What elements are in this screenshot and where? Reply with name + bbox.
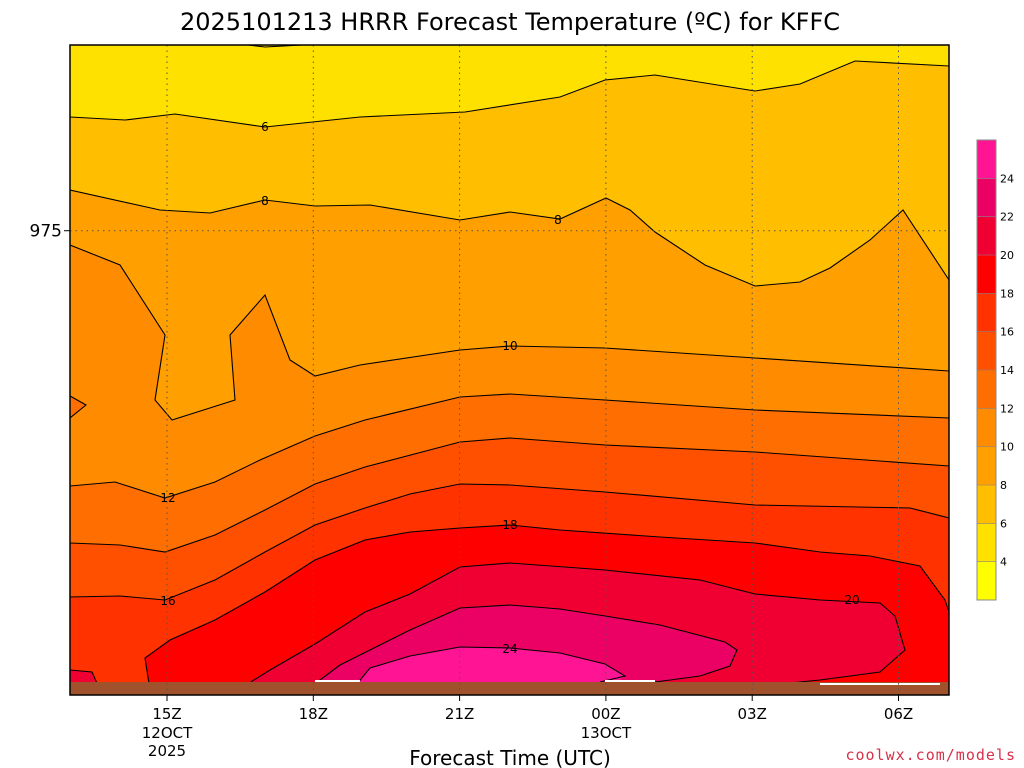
- colorbar-swatch-3: [977, 446, 996, 486]
- contour-label-20: 20: [844, 593, 859, 607]
- colorbar-swatch-11: [977, 140, 996, 179]
- colorbar-swatch-2: [977, 485, 996, 524]
- plot-area: [70, 45, 949, 695]
- colorbar-swatch-8: [977, 255, 996, 294]
- colorbar-swatch-9: [977, 216, 996, 256]
- x-tick-label-00Z: 00Z: [591, 705, 620, 723]
- contour-label-18: 18: [502, 518, 517, 532]
- colorbar-label-4: 4: [1000, 556, 1007, 569]
- colorbar-swatch-10: [977, 178, 996, 218]
- contour-label-8b: 8: [554, 213, 562, 227]
- ground-highlights: [315, 680, 940, 685]
- x-tick-sublabel-3-0: 13OCT: [581, 724, 632, 742]
- chart-title: 2025101213 HRRR Forecast Temperature (ºC…: [180, 8, 840, 36]
- colorbar-swatch-0: [977, 561, 996, 601]
- colorbar-label-16: 16: [1000, 326, 1014, 339]
- colorbar-label-6: 6: [1000, 517, 1007, 530]
- contour-line-6: [70, 60, 949, 128]
- colorbar-swatch-1: [977, 523, 996, 563]
- x-tick-sublabel-0-1: 2025: [148, 742, 186, 760]
- contour-label-6: 6: [261, 120, 269, 134]
- colorbar-label-10: 10: [1000, 441, 1014, 454]
- colorbar-label-14: 14: [1000, 364, 1014, 377]
- contour-label-24: 24: [502, 642, 517, 656]
- colorbar-label-18: 18: [1000, 287, 1014, 300]
- x-tick-label-18Z: 18Z: [299, 705, 328, 723]
- contour-label-16: 16: [160, 594, 175, 608]
- colorbar-swatch-7: [977, 293, 996, 333]
- colorbar-swatch-5: [977, 370, 996, 409]
- colorbar-swatch-6: [977, 331, 996, 371]
- x-tick-label-03Z: 03Z: [738, 705, 767, 723]
- contour-line-16: [70, 483, 949, 601]
- x-axis-title: Forecast Time (UTC): [409, 746, 611, 768]
- colorbar-label-22: 22: [1000, 211, 1014, 224]
- y-tick-label-975: 975: [30, 222, 62, 242]
- x-tick-sublabel-0-0: 12OCT: [142, 724, 193, 742]
- colorbar-label-8: 8: [1000, 479, 1007, 492]
- y-axis: 700725750775800825850875900925950975: [30, 222, 70, 242]
- contour-label-group: 6 8 8 10 12 16 18 20 24: [160, 120, 859, 656]
- contour-line-22: [299, 604, 738, 695]
- colorbar-label-20: 20: [1000, 249, 1014, 262]
- colorbar-swatch-4: [977, 408, 996, 448]
- plot-frame: [69, 44, 950, 696]
- contour-label-8: 8: [261, 194, 269, 208]
- contour-label-10: 10: [502, 339, 517, 353]
- colorbar-label-24: 24: [1000, 172, 1014, 185]
- x-tick-label-06Z: 06Z: [884, 705, 913, 723]
- contour-line-4: [243, 45, 312, 48]
- contour-line-24: [347, 646, 627, 695]
- contour-line-20: [229, 562, 906, 695]
- x-tick-label-15Z: 15Z: [152, 705, 181, 723]
- contour-line-12: [70, 393, 949, 499]
- credit-text: coolwx.com/models: [845, 746, 1016, 764]
- colorbar-label-12: 12: [1000, 402, 1014, 415]
- colorbar: 4 6 8 10 12 14 16 18 20 22 24: [976, 139, 1014, 601]
- ground-strip: [70, 682, 949, 695]
- contour-lines: [70, 45, 949, 695]
- contour-line-14: [70, 437, 949, 553]
- contour-line-10: [70, 244, 949, 421]
- grid-lines: [70, 45, 949, 695]
- contour-label-12: 12: [160, 491, 175, 505]
- contour-line-18: [144, 524, 949, 691]
- contour-line-8: [70, 189, 949, 287]
- x-tick-label-21Z: 21Z: [445, 705, 474, 723]
